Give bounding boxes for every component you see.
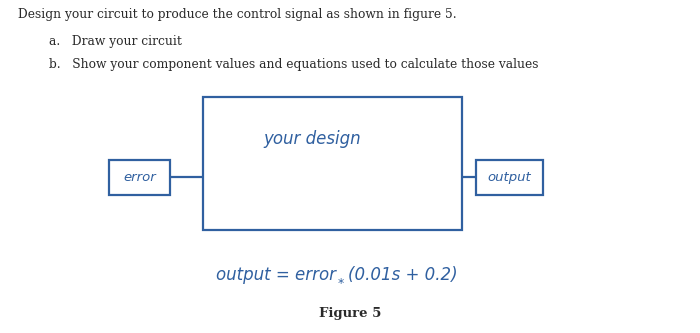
Bar bbox=[108, 160, 170, 195]
Text: error: error bbox=[123, 171, 155, 184]
Text: output: output bbox=[487, 171, 531, 184]
Text: (0.01s + 0.2): (0.01s + 0.2) bbox=[348, 266, 458, 284]
Bar bbox=[203, 97, 462, 230]
Text: a.   Draw your circuit: a. Draw your circuit bbox=[49, 35, 182, 48]
Text: your design: your design bbox=[263, 130, 360, 148]
Text: *: * bbox=[338, 276, 344, 290]
Text: Figure 5: Figure 5 bbox=[318, 306, 382, 320]
Text: Design your circuit to produce the control signal as shown in figure 5.: Design your circuit to produce the contr… bbox=[18, 8, 456, 21]
Bar bbox=[476, 160, 542, 195]
Text: output = error: output = error bbox=[216, 266, 336, 284]
Text: b.   Show your component values and equations used to calculate those values: b. Show your component values and equati… bbox=[49, 58, 538, 71]
